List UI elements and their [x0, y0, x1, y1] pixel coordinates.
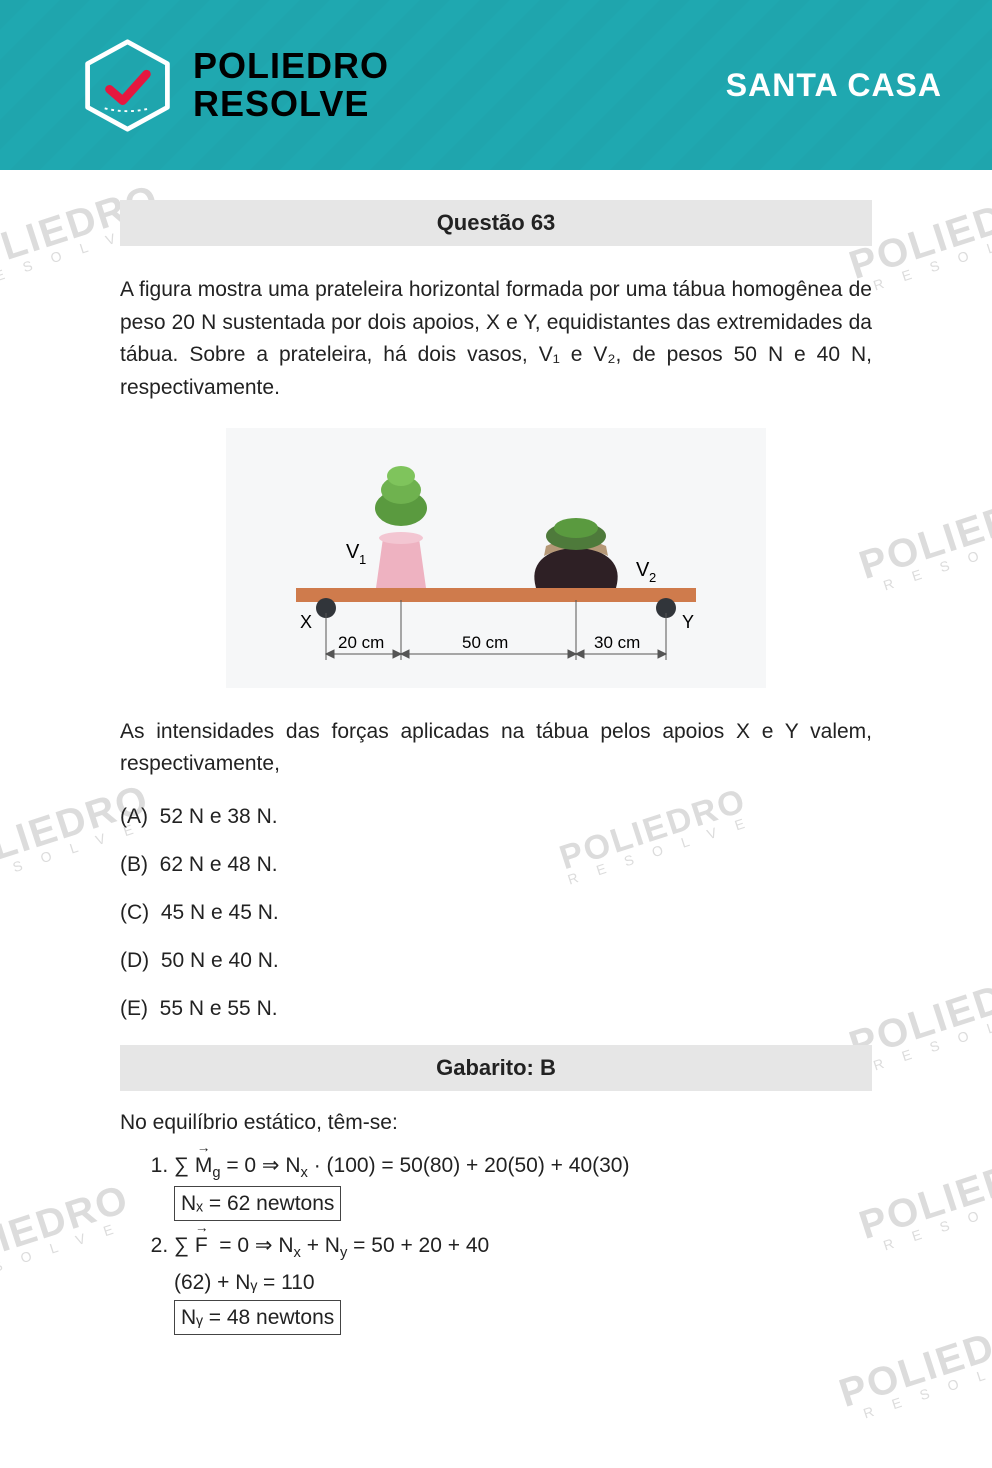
figure-seg1: 20 cm	[338, 633, 384, 652]
figure-label-x: X	[300, 612, 312, 632]
logo-group: POLIEDRO RESOLVE	[80, 38, 389, 133]
option-d: (D) 50 N e 40 N.	[120, 949, 872, 973]
option-b: (B) 62 N e 48 N.	[120, 853, 872, 877]
watermark: POLIEDROR E S O L V E	[854, 1137, 992, 1259]
options-list: (A) 52 N e 38 N. (B) 62 N e 48 N. (C) 45…	[120, 805, 872, 1021]
logo-line1: POLIEDRO	[193, 47, 389, 85]
solution-step-2: ∑ F = 0 ⇒ Nx + Ny = 50 + 20 + 40 (62) + …	[174, 1229, 872, 1335]
option-a: (A) 52 N e 38 N.	[120, 805, 872, 829]
page-content: POLIEDROR E S O L V E POLIEDROR E S O L …	[0, 170, 992, 1383]
figure-seg3: 30 cm	[594, 633, 640, 652]
shelf-diagram: V1 V2 X Y	[226, 428, 766, 688]
figure-label-v1: V	[346, 541, 360, 563]
answer-key-bar: Gabarito: B	[120, 1045, 872, 1091]
svg-text:2: 2	[649, 570, 656, 585]
logo-line2: RESOLVE	[193, 85, 389, 123]
svg-text:1: 1	[359, 552, 366, 567]
solution-result-nx: Nₓ = 62 newtons	[174, 1186, 341, 1222]
page-header: POLIEDRO RESOLVE SANTA CASA	[0, 0, 992, 170]
watermark: POLIEDROR E S O L V E	[0, 1177, 138, 1299]
question-statement: A figura mostra uma prateleira horizonta…	[120, 274, 872, 404]
poliedro-hex-logo-icon	[80, 38, 175, 133]
solution-steps: ∑ Mg = 0 ⇒ Nx · (100) = 50(80) + 20(50) …	[120, 1149, 872, 1335]
logo-wordmark: POLIEDRO RESOLVE	[193, 47, 389, 123]
exam-name: SANTA CASA	[726, 67, 942, 104]
option-e: (E) 55 N e 55 N.	[120, 997, 872, 1021]
figure-seg2: 50 cm	[462, 633, 508, 652]
figure-label-y: Y	[682, 612, 694, 632]
solution-result-ny: Nᵧ = 48 newtons	[174, 1300, 341, 1336]
solution-step2-line: (62) + Nᵧ = 110	[174, 1271, 315, 1294]
question-number-bar: Questão 63	[120, 200, 872, 246]
figure-label-v2: V	[636, 559, 650, 581]
solution-intro: No equilíbrio estático, têm-se:	[120, 1111, 872, 1135]
option-c: (C) 45 N e 45 N.	[120, 901, 872, 925]
watermark: POLIEDROR E S O L V E	[854, 477, 992, 599]
solution-step-1: ∑ Mg = 0 ⇒ Nx · (100) = 50(80) + 20(50) …	[174, 1149, 872, 1221]
figure-container: V1 V2 X Y	[120, 428, 872, 688]
question-followup: As intensidades das forças aplicadas na …	[120, 716, 872, 779]
